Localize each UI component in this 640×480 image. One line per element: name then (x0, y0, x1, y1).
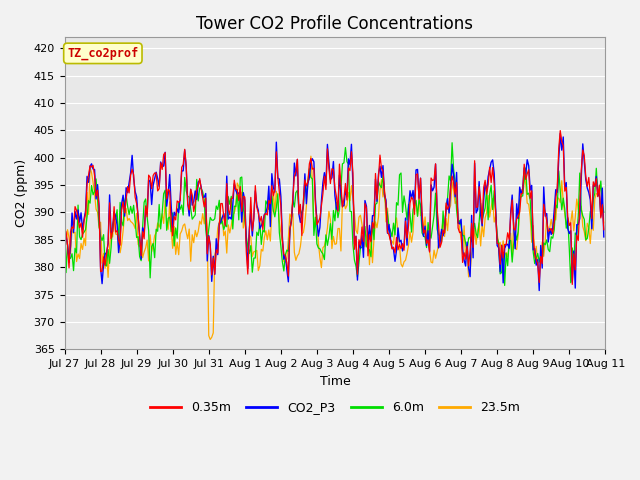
Line: 0.35m: 0.35m (65, 131, 604, 285)
6.0m (127, 204, 134, 209)
0.35m (221, 223, 229, 229)
CO2_P3 (239, 190, 247, 195)
6.0m (248, 269, 256, 275)
Line: 23.5m: 23.5m (65, 156, 604, 339)
6.0m (61, 212, 68, 218)
23.5m (223, 250, 230, 256)
0.35m (296, 202, 304, 207)
CO2_P3 (127, 170, 134, 176)
Line: 6.0m: 6.0m (65, 143, 604, 286)
CO2_P3 (296, 219, 304, 225)
23.5m (206, 336, 214, 342)
0.35m (556, 128, 564, 133)
CO2_P3 (248, 233, 256, 239)
23.5m (573, 196, 580, 202)
6.0m (296, 206, 304, 212)
Line: CO2_P3: CO2_P3 (65, 133, 604, 290)
CO2_P3 (61, 225, 68, 231)
CO2_P3 (600, 234, 607, 240)
Text: TZ_co2prof: TZ_co2prof (67, 47, 138, 60)
0.35m (127, 172, 134, 178)
CO2_P3 (221, 222, 229, 228)
0.35m (573, 232, 580, 238)
0.35m (61, 226, 68, 232)
CO2_P3 (556, 131, 564, 136)
CO2_P3 (536, 288, 543, 293)
6.0m (600, 209, 607, 215)
23.5m (241, 208, 248, 214)
6.0m (239, 205, 247, 211)
0.35m (568, 282, 576, 288)
Legend: 0.35m, CO2_P3, 6.0m, 23.5m: 0.35m, CO2_P3, 6.0m, 23.5m (145, 396, 525, 419)
6.0m (448, 140, 456, 145)
0.35m (239, 193, 247, 199)
Y-axis label: CO2 (ppm): CO2 (ppm) (15, 159, 28, 228)
6.0m (501, 283, 509, 288)
6.0m (573, 232, 580, 238)
0.35m (248, 228, 256, 234)
6.0m (221, 222, 229, 228)
23.5m (298, 231, 306, 237)
0.35m (600, 227, 607, 233)
X-axis label: Time: Time (319, 374, 350, 387)
23.5m (250, 249, 258, 255)
23.5m (307, 153, 315, 159)
Title: Tower CO2 Profile Concentrations: Tower CO2 Profile Concentrations (196, 15, 474, 33)
23.5m (61, 240, 68, 245)
23.5m (127, 218, 134, 224)
23.5m (600, 220, 607, 226)
CO2_P3 (573, 222, 580, 228)
